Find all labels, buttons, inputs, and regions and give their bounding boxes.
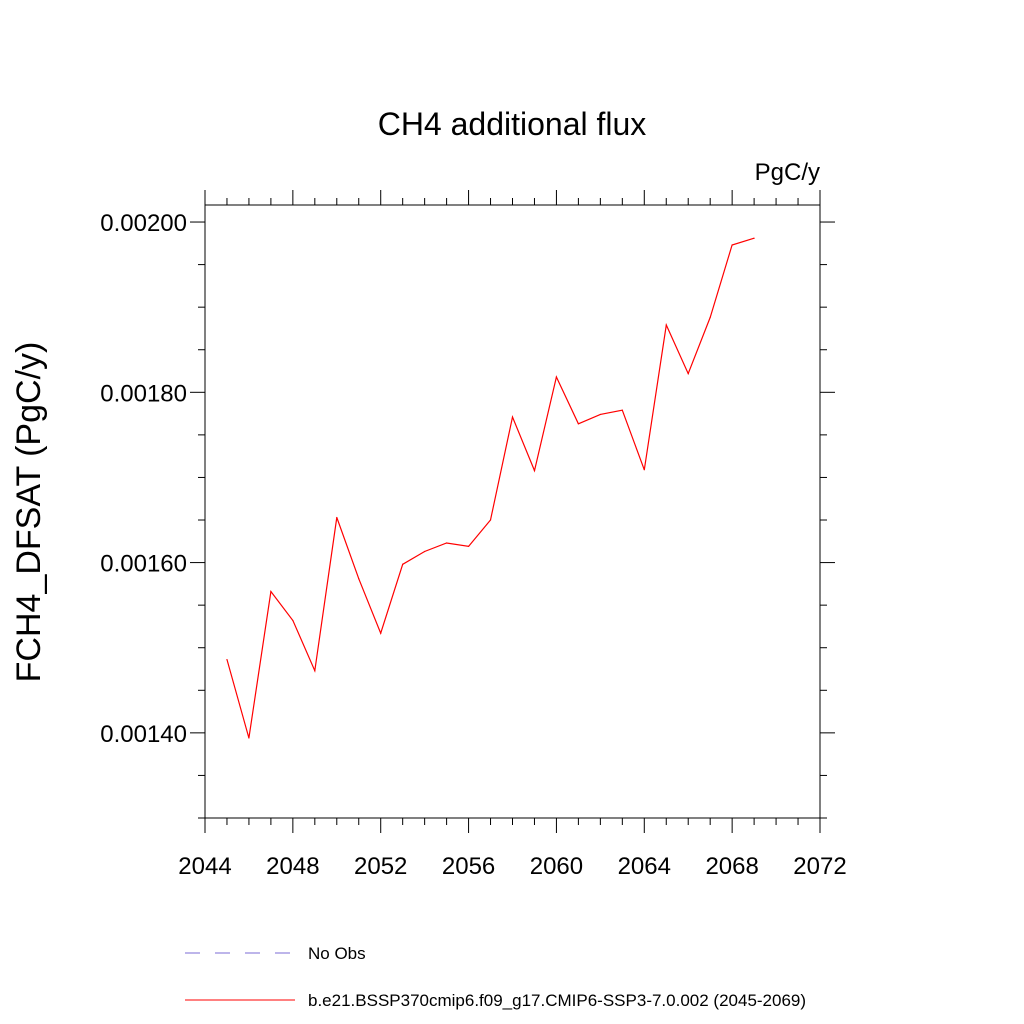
x-tick-label: 2064 (618, 853, 671, 880)
series-point (248, 737, 250, 739)
x-tick-label: 2060 (530, 853, 583, 880)
y-tick-label: 0.00160 (100, 551, 187, 578)
axis-ticks (190, 190, 835, 833)
series-point (753, 237, 755, 239)
y-tick-label: 0.00200 (100, 210, 187, 237)
legend: No Obs b.e21.BSSP370cmip6.f09_g17.CMIP6-… (185, 944, 806, 1010)
x-tick-label: 2044 (178, 853, 231, 880)
series-point (292, 619, 294, 622)
legend-label-series: b.e21.BSSP370cmip6.f09_g17.CMIP6-SSP3-7.… (308, 991, 806, 1010)
series-point (599, 413, 601, 416)
y-tick-label: 0.00180 (100, 380, 187, 407)
series-line (226, 237, 755, 739)
x-tick-label: 2048 (266, 853, 319, 880)
series-point (577, 423, 579, 425)
series-point (314, 670, 316, 672)
series-point (226, 659, 228, 661)
legend-label-no-obs: No Obs (308, 944, 366, 963)
series-point (687, 372, 689, 375)
series-point (533, 470, 536, 472)
y-tick-label: 0.00140 (100, 721, 187, 748)
series-point (489, 519, 492, 521)
series-point (709, 316, 711, 318)
series-point (555, 376, 558, 378)
plot-frame (204, 204, 821, 819)
x-tick-label: 2068 (705, 853, 758, 880)
series-point (731, 244, 733, 246)
series-point (511, 416, 514, 418)
series-point (424, 550, 426, 553)
series-point (336, 516, 338, 519)
y-axis-label: FCH4_DFSAT (PgC/y) (10, 342, 48, 683)
series-point (621, 409, 623, 411)
x-tick-label: 2072 (793, 853, 846, 880)
series-point (380, 632, 382, 634)
chart-title: CH4 additional flux (378, 106, 647, 142)
series-point (665, 324, 667, 326)
x-tick-label: 2052 (354, 853, 407, 880)
series-lines (226, 237, 755, 739)
series-point (270, 590, 272, 593)
series-point (446, 542, 448, 544)
series-point (467, 545, 470, 548)
x-tick-label: 2056 (442, 853, 495, 880)
series-point (643, 469, 645, 471)
series-point (358, 578, 360, 580)
axis-tick-labels: 2044 2048 2052 2056 2060 2064 2068 2072 0.00140 0… (100, 210, 846, 880)
units-label: PgC/y (755, 159, 820, 186)
series-point (402, 563, 404, 565)
